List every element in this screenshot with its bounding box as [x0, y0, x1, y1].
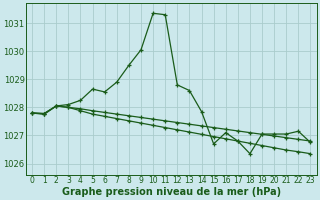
X-axis label: Graphe pression niveau de la mer (hPa): Graphe pression niveau de la mer (hPa) [62, 187, 281, 197]
